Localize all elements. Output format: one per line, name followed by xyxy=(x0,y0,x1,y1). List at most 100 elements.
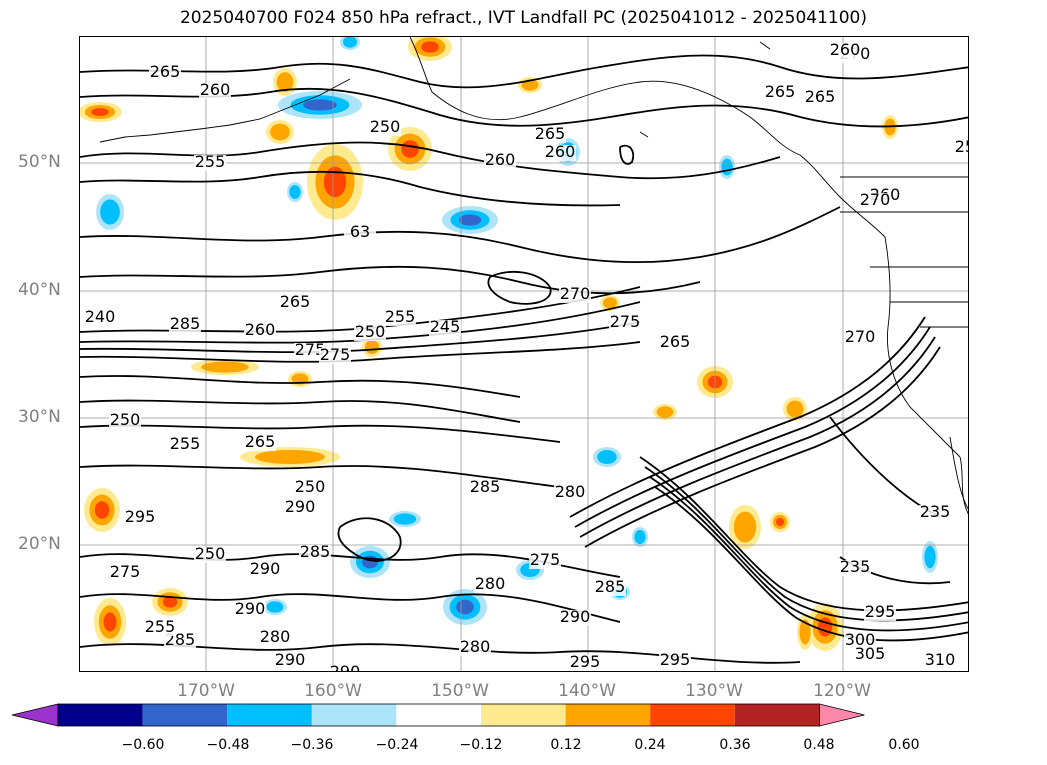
contour-label-bg xyxy=(469,480,501,496)
contour-label-bg xyxy=(609,315,641,331)
colorbar-bin xyxy=(565,704,651,726)
shaded-anomaly xyxy=(103,612,117,632)
colorbar-bin xyxy=(142,704,228,726)
contour-label-bg xyxy=(284,500,316,516)
contour-label-bg xyxy=(279,295,311,311)
contour-line xyxy=(80,341,641,363)
contour-label: 260 xyxy=(545,142,576,161)
contour-label-bg xyxy=(559,610,591,626)
colorbar-outline xyxy=(57,703,820,727)
contour-label: 250 xyxy=(110,410,141,429)
coastline xyxy=(99,78,351,143)
contour-label-bg xyxy=(354,325,386,341)
contour-line xyxy=(80,375,521,398)
contour-label-bg xyxy=(274,653,306,669)
contour-line xyxy=(487,270,552,305)
contour-label: 275 xyxy=(530,550,561,569)
shaded-anomaly xyxy=(162,596,178,608)
shaded-anomaly xyxy=(721,158,733,176)
shaded-anomaly xyxy=(91,108,109,116)
contour-label: 285 xyxy=(470,477,501,496)
contour-labels: 2652602552502652602552652602702402652752… xyxy=(84,40,969,671)
contour-line xyxy=(579,336,936,538)
contour-label-bg xyxy=(919,505,951,521)
contour-label-bg xyxy=(294,343,326,359)
colorbar-bin xyxy=(396,704,481,726)
contour-label: 310 xyxy=(925,650,956,669)
contour-label-bg xyxy=(459,640,491,656)
colorbar-tick-label: 0.36 xyxy=(719,737,751,753)
shaded-anomaly xyxy=(291,373,309,385)
shaded-anomaly xyxy=(303,99,337,111)
contour-line xyxy=(569,316,926,518)
contour-label-bg xyxy=(384,310,416,326)
contour-label-bg xyxy=(954,140,968,156)
contour-label: 280 xyxy=(260,627,291,646)
shaded-anomaly xyxy=(201,361,249,373)
contour-label-bg xyxy=(294,480,326,496)
shaded-anomaly xyxy=(597,450,617,464)
contour-label-bg xyxy=(319,348,351,364)
contour-label-bg xyxy=(164,633,196,649)
contour-label-bg xyxy=(199,83,231,99)
contour-line xyxy=(80,464,561,488)
contour-label: 250 xyxy=(370,117,401,136)
colorbar-tick-label: −0.24 xyxy=(375,737,419,753)
contour-label-bg xyxy=(124,510,156,526)
contour-label: 255 xyxy=(145,617,176,636)
lat-label-20n: 20°N xyxy=(18,534,61,554)
contour-label-bg xyxy=(344,225,376,241)
contour-label: 270 xyxy=(845,327,876,346)
shaded-anomaly xyxy=(776,518,784,526)
contour-label: 295 xyxy=(865,602,896,621)
contour-label: 280 xyxy=(475,574,506,593)
contour-label: 265 xyxy=(150,62,181,81)
contour-label: 250 xyxy=(295,477,326,496)
contour-label-bg xyxy=(429,320,461,336)
shaded-anomaly xyxy=(603,297,617,309)
contour-label: 265 xyxy=(765,82,796,101)
contour-label: 280 xyxy=(555,482,586,501)
coastline xyxy=(409,37,801,156)
colorbar-bin xyxy=(481,704,566,726)
colorbar-tick-label: 0.48 xyxy=(803,737,835,753)
map-panel: 2652602552502652602552652602702402652752… xyxy=(79,36,969,672)
shaded-anomaly xyxy=(323,166,347,198)
contour-line xyxy=(619,144,635,165)
contour-line xyxy=(654,486,968,642)
contour-label: 270 xyxy=(560,284,591,303)
contour-label: 285 xyxy=(595,577,626,596)
coastline xyxy=(959,456,968,515)
contour-label-bg xyxy=(659,653,691,669)
contour-label: 265 xyxy=(535,124,566,143)
colorbar-bin xyxy=(311,704,397,726)
contour-label-bg xyxy=(109,565,141,581)
colorbar-bin xyxy=(58,704,143,726)
contour-line xyxy=(639,456,968,612)
contour-label: 285 xyxy=(300,542,331,561)
shaded-anomaly xyxy=(94,501,110,519)
colorbar-tick-label: −0.48 xyxy=(206,737,250,753)
refractivity-contours xyxy=(80,54,968,664)
lon-label-160w: 160°W xyxy=(304,681,362,701)
contour-label-bg xyxy=(299,545,331,561)
map-canvas: 2652602552502652602552652602702402652752… xyxy=(80,37,969,671)
contour-label: 275 xyxy=(610,312,641,331)
contour-label-bg xyxy=(144,620,176,636)
contour-line xyxy=(80,593,621,623)
contour-label: 250 xyxy=(195,544,226,563)
shaded-anomaly xyxy=(289,185,301,199)
coastline xyxy=(799,154,886,238)
contour-label: 255 xyxy=(955,137,969,156)
contour-line xyxy=(80,424,561,443)
contour-label-bg xyxy=(924,653,956,669)
colorbar-tick-label: 0.24 xyxy=(634,737,666,753)
contour-label: 295 xyxy=(660,650,691,669)
contour-label-bg xyxy=(544,145,576,161)
shaded-anomaly xyxy=(656,406,674,418)
contour-line xyxy=(644,466,968,622)
contour-label-bg xyxy=(149,65,181,81)
colorbar-extend-max xyxy=(819,703,865,727)
contour-label-bg xyxy=(594,580,626,596)
contour-label-bg xyxy=(249,562,281,578)
